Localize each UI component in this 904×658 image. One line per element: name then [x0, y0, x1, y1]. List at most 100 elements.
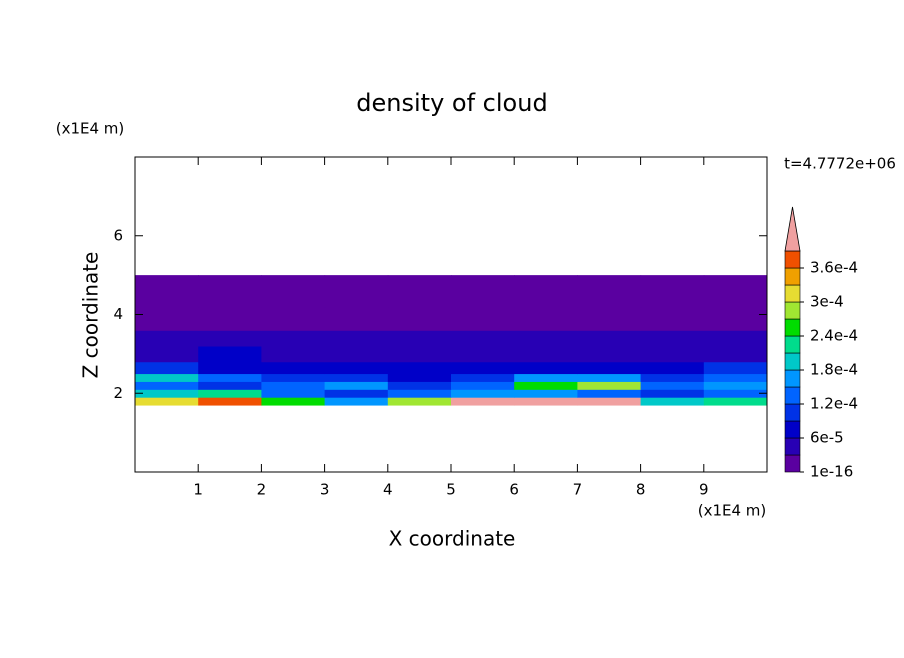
- contour-cell: [514, 389, 578, 398]
- contour-cell: [135, 346, 199, 363]
- contour-cell: [577, 373, 642, 382]
- contour-cell: [387, 373, 452, 382]
- x-tick-label: 4: [383, 481, 393, 499]
- colorbar-tick-label: 6e-5: [810, 429, 844, 447]
- contour-cell: [135, 381, 199, 390]
- x-tick-label: 1: [193, 481, 203, 499]
- contour-cell: [261, 346, 326, 363]
- contour-cell: [703, 373, 768, 382]
- x-axis-label: X coordinate: [389, 527, 516, 551]
- contour-cell: [451, 346, 515, 363]
- x-unit: (x1E4 m): [698, 502, 767, 520]
- contour-cell: [514, 275, 578, 308]
- colorbar-tick-label: 1.8e-4: [810, 361, 858, 379]
- contour-cell: [577, 330, 642, 347]
- contour-cell: [387, 330, 452, 347]
- contour-cell: [387, 389, 452, 398]
- colorbar-segment: [784, 437, 801, 456]
- contour-cell: [198, 346, 262, 363]
- colorbar-tick-label: 2.4e-4: [810, 327, 858, 345]
- contour-cell: [703, 381, 768, 390]
- x-tick-label: 5: [446, 481, 456, 499]
- contour-cell: [261, 389, 326, 398]
- contour-cell: [387, 275, 452, 308]
- contour-cell: [703, 330, 768, 347]
- contour-cell: [640, 306, 705, 331]
- contour-cell: [387, 397, 452, 406]
- contour-cell: [198, 397, 262, 406]
- colorbar-segment: [784, 454, 801, 473]
- contour-cell: [451, 361, 515, 375]
- contour-cell: [135, 306, 199, 331]
- contour-cell: [514, 330, 578, 347]
- contour-cell: [703, 346, 768, 363]
- contour-cell: [451, 330, 515, 347]
- contour-cell: [514, 346, 578, 363]
- contour-cell: [514, 361, 578, 375]
- contour-cell: [198, 306, 262, 331]
- contour-cell: [324, 381, 389, 390]
- time-label: t=4.7772e+06: [784, 155, 896, 173]
- contour-cell: [387, 361, 452, 375]
- contour-cell: [198, 373, 262, 382]
- contour-cell: [324, 373, 389, 382]
- colorbar-segment: [784, 301, 801, 320]
- contour-cell: [261, 330, 326, 347]
- contour-cell: [640, 330, 705, 347]
- contour-cell: [640, 397, 705, 406]
- contour-cell: [577, 346, 642, 363]
- contour-cell: [261, 306, 326, 331]
- colorbar-segment: [784, 403, 801, 422]
- contour-cell: [640, 389, 705, 398]
- contour-cell: [324, 330, 389, 347]
- contour-cell: [577, 381, 642, 390]
- colorbar-segment: [784, 318, 801, 337]
- contour-cell: [451, 275, 515, 308]
- contour-cell: [387, 381, 452, 390]
- contour-cell: [451, 373, 515, 382]
- contour-cell: [135, 330, 199, 347]
- colorbar-segment: [784, 335, 801, 354]
- contour-cell: [261, 275, 326, 308]
- contour-cell: [640, 346, 705, 363]
- contour-cell: [135, 361, 199, 375]
- x-tick-label: 2: [257, 481, 267, 499]
- x-tick-label: 9: [699, 481, 709, 499]
- contour-cell: [324, 275, 389, 308]
- contour-cell: [703, 397, 768, 406]
- y-unit: (x1E4 m): [56, 120, 125, 138]
- contour-cell: [261, 373, 326, 382]
- contour-cell: [514, 306, 578, 331]
- contour-cell: [324, 361, 389, 375]
- colorbar-tick-label: 3.6e-4: [810, 259, 858, 277]
- contour-cell: [640, 381, 705, 390]
- contour-cell: [577, 397, 642, 406]
- contour-cell: [703, 389, 768, 398]
- contour-cell: [451, 389, 515, 398]
- contour-cell: [324, 389, 389, 398]
- contour-cell: [703, 275, 768, 308]
- contour-cell: [514, 381, 578, 390]
- contour-cell: [324, 306, 389, 331]
- contour-cell: [261, 381, 326, 390]
- contour-cell: [135, 373, 199, 382]
- colorbar-segment: [784, 284, 801, 303]
- contour-cell: [640, 275, 705, 308]
- contour-cell: [261, 361, 326, 375]
- x-tick-label: 3: [320, 481, 330, 499]
- contour-cell: [135, 397, 199, 406]
- y-tick-label: 6: [113, 226, 123, 244]
- contour-cell: [514, 373, 578, 382]
- colorbar-tick-label: 1e-16: [810, 463, 853, 481]
- contour-cell: [198, 361, 262, 375]
- chart-title: density of cloud: [356, 89, 547, 117]
- x-tick-label: 8: [636, 481, 646, 499]
- contour-cell: [703, 306, 768, 331]
- colorbar-tick-label: 1.2e-4: [810, 395, 858, 413]
- contour-cell: [198, 381, 262, 390]
- contour-cell: [324, 397, 389, 406]
- x-tick-label: 7: [573, 481, 583, 499]
- colorbar-segment: [784, 369, 801, 388]
- colorbar-over: [784, 206, 801, 252]
- y-tick-label: 2: [113, 384, 123, 402]
